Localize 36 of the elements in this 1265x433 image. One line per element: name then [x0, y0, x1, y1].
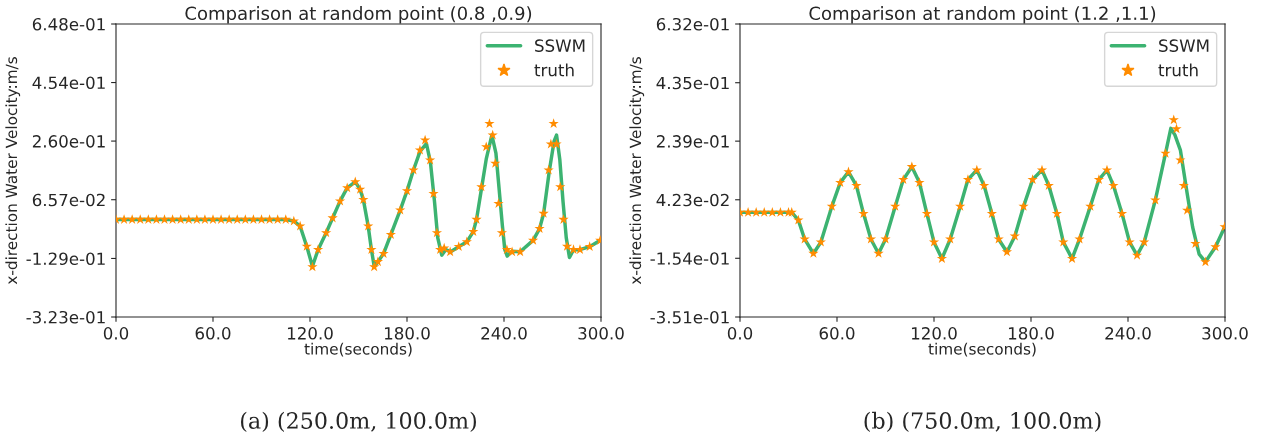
y-tick-label: 6.32e-01 — [656, 17, 729, 31]
x-tick-label: 180.0 — [1008, 327, 1054, 340]
x-tick-label: 0.0 — [727, 327, 753, 340]
x-tick-label: 120.0 — [287, 327, 333, 340]
x-tick-label: 60.0 — [819, 327, 855, 340]
y-tick-label: 4.35e-01 — [656, 76, 729, 90]
chart-title: Comparison at random point (0.8 ,0.9) — [185, 6, 532, 24]
y-tick-label: 6.57e-02 — [32, 193, 105, 207]
y-tick-label: 4.54e-01 — [32, 76, 105, 90]
text: (a) (250.0m, 100.0m) — [241, 411, 476, 433]
y-axis-title: x-direction Water Velocity:m/s — [5, 57, 21, 285]
y-tick-label: 6.48e-01 — [32, 17, 105, 31]
y-tick-label: 2.39e-01 — [656, 135, 729, 148]
legend-label: SSWM — [1159, 39, 1209, 52]
text: (b) (750.0m, 100.0m) — [864, 411, 1101, 433]
y-tick-label: 4.23e-02 — [656, 193, 729, 207]
y-tick-label: -3.51e-01 — [650, 310, 729, 324]
legend-label: truth — [534, 63, 574, 77]
x-tick-label: 120.0 — [911, 327, 957, 340]
x-axis-title: time(seconds) — [304, 342, 412, 357]
y-tick-label: -3.23e-01 — [26, 310, 105, 324]
legend-label: SSWM — [535, 39, 585, 52]
x-axis-title: time(seconds) — [928, 342, 1036, 357]
y-tick-label: -1.29e-01 — [26, 252, 105, 266]
y-axis-title: x-direction Water Velocity:m/s — [629, 57, 645, 285]
y-tick-label: -1.54e-01 — [650, 252, 729, 265]
x-tick-label: 240.0 — [1105, 327, 1151, 340]
legend-label: truth — [1158, 63, 1198, 77]
x-tick-label: 0.0 — [103, 327, 129, 340]
x-tick-label: 300.0 — [578, 327, 624, 340]
x-tick-label: 60.0 — [195, 327, 231, 340]
x-tick-label: 240.0 — [481, 327, 527, 340]
y-tick-label: 2.60e-01 — [32, 135, 105, 148]
x-tick-label: 300.0 — [1202, 327, 1248, 340]
chart-title: Comparison at random point (1.2 ,1.1) — [809, 6, 1156, 24]
x-tick-label: 180.0 — [384, 327, 430, 340]
